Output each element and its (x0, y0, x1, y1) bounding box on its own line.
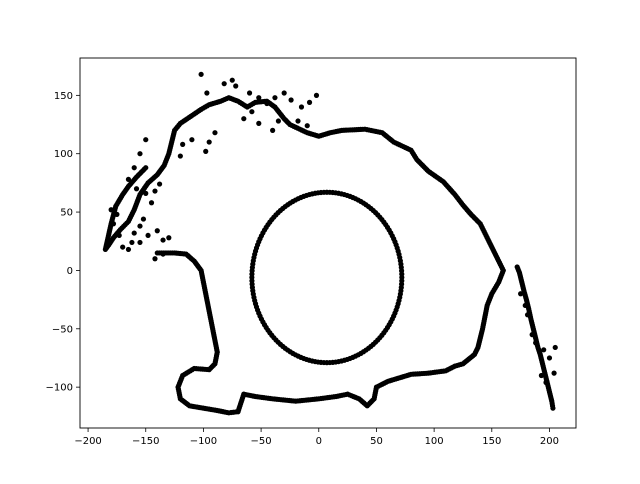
data-point (137, 239, 143, 246)
data-point (546, 355, 553, 361)
data-point (221, 81, 227, 87)
data-point (148, 200, 155, 206)
x-tick-label: 0 (316, 436, 322, 447)
data-point (203, 148, 209, 154)
data-point (110, 221, 117, 227)
data-point (524, 312, 531, 318)
data-point (304, 123, 310, 129)
data-point (256, 95, 262, 101)
data-point (160, 237, 166, 243)
data-point (241, 116, 247, 122)
data-point (313, 92, 320, 98)
x-tick-label: −200 (74, 436, 101, 447)
x-tick-label: 50 (370, 436, 383, 447)
data-point (120, 244, 126, 250)
data-point (177, 153, 183, 159)
data-point (133, 186, 140, 192)
data-point (298, 104, 305, 110)
data-point (543, 379, 549, 386)
data-point (180, 141, 186, 147)
data-point (551, 370, 557, 376)
x-axis: −200 −150 −100 −50 0 50 100 150 200 (74, 428, 559, 447)
data-point (152, 188, 158, 194)
data-point (116, 232, 122, 239)
data-point (270, 127, 276, 133)
data-point (125, 246, 132, 253)
data-point (143, 165, 149, 171)
data-point (143, 190, 149, 196)
plot-background (80, 58, 576, 428)
data-point (306, 99, 313, 105)
data-point (399, 278, 405, 284)
data-point (256, 120, 262, 126)
data-points (102, 71, 558, 416)
data-point (166, 235, 172, 241)
data-point (137, 151, 143, 157)
data-point (212, 130, 218, 136)
data-point (206, 139, 212, 145)
y-tick-label: 150 (54, 91, 73, 102)
data-point (154, 228, 160, 234)
data-point (541, 347, 547, 353)
data-point (137, 223, 143, 229)
data-point (189, 137, 195, 143)
y-tick-label: −100 (46, 383, 73, 394)
data-point (281, 90, 287, 96)
x-tick-label: 150 (482, 436, 501, 447)
data-point (552, 344, 558, 351)
plot-frame (79, 57, 577, 429)
x-tick-label: −150 (132, 436, 159, 447)
data-point (145, 232, 151, 239)
data-point (129, 239, 135, 246)
data-point (108, 207, 114, 213)
data-point (295, 118, 301, 124)
y-tick-label: −50 (52, 324, 73, 335)
data-point (140, 216, 147, 222)
data-point (131, 230, 137, 236)
data-point (288, 97, 294, 103)
data-point (246, 90, 253, 96)
data-point (131, 165, 137, 171)
data-point (235, 409, 241, 415)
data-point (550, 405, 556, 411)
data-point (529, 332, 535, 338)
data-point (538, 372, 545, 379)
data-point (156, 181, 163, 187)
data-point (143, 137, 149, 143)
data-point (272, 95, 278, 101)
data-point (264, 100, 270, 107)
y-tick-label: 0 (67, 266, 73, 277)
data-point (125, 176, 132, 182)
x-tick-label: 100 (425, 436, 444, 447)
data-point (160, 251, 166, 257)
y-tick-label: 100 (54, 149, 73, 160)
data-point (518, 291, 524, 297)
y-axis: −100 −50 0 50 100 150 (46, 91, 80, 394)
data-point (198, 71, 204, 77)
data-point (233, 83, 239, 89)
data-point (522, 302, 528, 309)
data-point (229, 77, 235, 83)
y-tick-label: 50 (60, 208, 73, 219)
x-tick-label: −50 (251, 436, 272, 447)
data-point (152, 256, 158, 262)
data-point (204, 90, 210, 96)
data-point (533, 340, 539, 346)
x-tick-label: 200 (540, 436, 559, 447)
data-point (114, 211, 120, 217)
x-tick-label: −100 (190, 436, 217, 447)
data-point (249, 109, 255, 115)
data-point (275, 118, 281, 124)
